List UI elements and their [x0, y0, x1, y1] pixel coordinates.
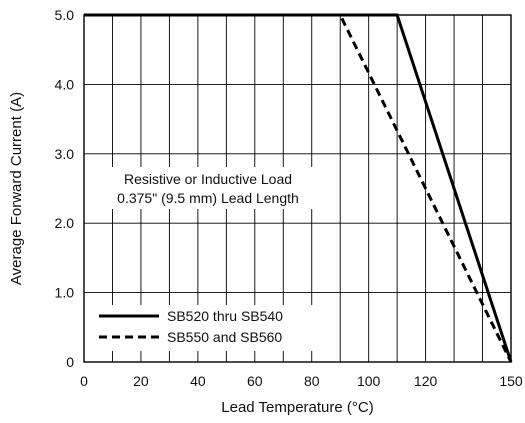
annotation-line-1: Resistive or Inductive Load [124, 171, 292, 187]
x-tick-label: 60 [247, 373, 263, 389]
y-axis-label: Average Forward Current (A) [8, 92, 25, 285]
legend: SB520 thru SB540 SB550 and SB560 [94, 305, 322, 351]
x-tick-label: 80 [304, 373, 320, 389]
x-tick-label: 100 [357, 373, 381, 389]
legend-label-sb520-sb540: SB520 thru SB540 [167, 308, 283, 324]
y-tick-label: 4.0 [55, 76, 75, 92]
legend-background [94, 305, 322, 351]
x-tick-label: 0 [80, 373, 88, 389]
y-tick-label: 2.0 [55, 215, 75, 231]
y-tick-label: 0 [66, 354, 74, 370]
plot-frame [83, 14, 512, 363]
x-tick-labels: 0 20 40 60 80 100 120 150 [80, 373, 523, 389]
x-tick-label: 20 [133, 373, 149, 389]
legend-label-sb550-sb560: SB550 and SB560 [167, 329, 282, 345]
y-tick-label: 1.0 [55, 285, 75, 301]
y-tick-label: 5.0 [55, 7, 75, 23]
x-tick-label: 120 [414, 373, 438, 389]
y-tick-label: 3.0 [55, 146, 75, 162]
x-tick-label: 40 [190, 373, 206, 389]
annotation-line-2: 0.375" (9.5 mm) Lead Length [117, 190, 299, 206]
x-tick-label: 150 [499, 373, 523, 389]
y-tick-labels: 0 1.0 2.0 3.0 4.0 5.0 [55, 7, 75, 370]
annotation-background [100, 167, 316, 209]
x-axis-label: Lead Temperature (°C) [221, 399, 373, 416]
